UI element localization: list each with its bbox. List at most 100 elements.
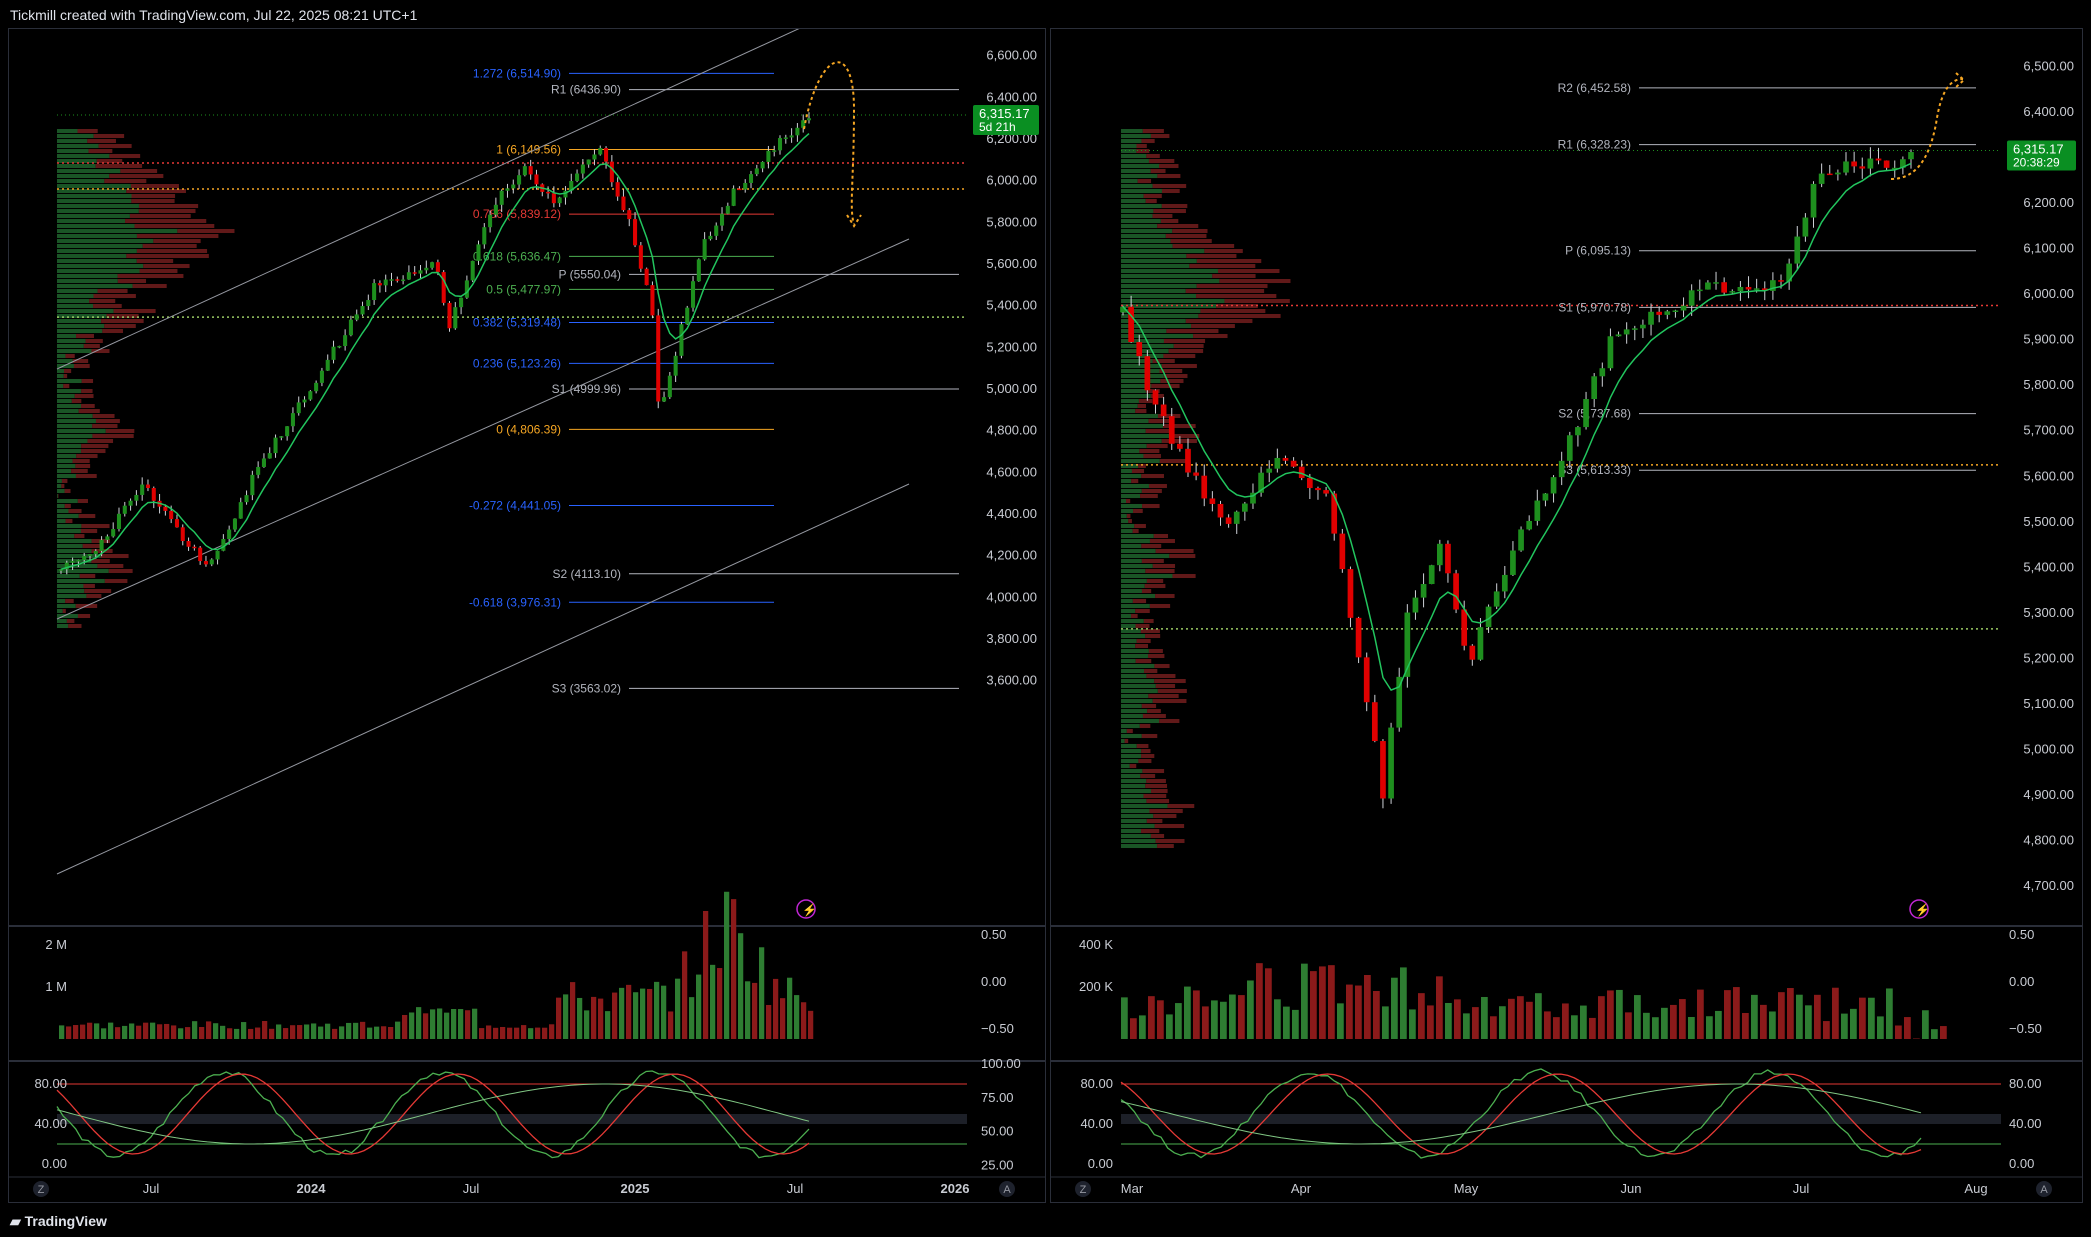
zoom-button[interactable] xyxy=(33,1181,49,1197)
volume-bar xyxy=(528,1028,534,1039)
volume-profile-bar-down xyxy=(1146,674,1176,678)
y-axis-tick-label: 5,600.00 xyxy=(2023,468,2074,483)
y-axis-tick-label: 6,000.00 xyxy=(2023,286,2074,301)
volume-bar xyxy=(563,994,569,1039)
volume-profile-bar-up xyxy=(57,289,98,293)
lightning-icon xyxy=(796,899,816,919)
volume-bar xyxy=(1571,1015,1578,1039)
volume-profile-bar-up xyxy=(1121,384,1152,388)
candle-body xyxy=(128,500,133,506)
volume-profile-bar-down xyxy=(1185,289,1265,293)
stoch-right-axis-label: 80.00 xyxy=(2009,1076,2042,1091)
volume-profile-bar-down xyxy=(1155,549,1194,553)
candle-body xyxy=(696,259,701,282)
volume-bar xyxy=(654,981,660,1039)
y-axis-tick-label: 5,700.00 xyxy=(2023,423,2074,438)
volume-profile-bar-down xyxy=(143,264,190,268)
left-chart-svg[interactable]: 6,600.006,400.006,200.006,000.005,800.00… xyxy=(9,29,1046,1203)
volume-bar xyxy=(682,951,688,1039)
volume-profile-bar-up xyxy=(1121,304,1217,308)
candle-body xyxy=(82,555,87,560)
volume-profile-bar-down xyxy=(1186,254,1237,258)
volume-profile-bar-down xyxy=(1137,404,1147,408)
volume-profile-bar-down xyxy=(1167,804,1195,808)
candle-body xyxy=(650,285,655,316)
candle-body xyxy=(1680,305,1687,311)
volume-bar xyxy=(1661,1007,1668,1039)
candle-body xyxy=(1558,460,1565,478)
volume-profile-bar-up xyxy=(1121,569,1146,573)
volume-profile-bar-up xyxy=(1121,239,1171,243)
volume-profile-bar-down xyxy=(113,309,156,313)
auto-scale-button[interactable] xyxy=(2036,1181,2052,1197)
volume-profile-bar-up xyxy=(57,269,140,273)
volume-profile-bar-up xyxy=(57,519,66,523)
volume-profile-bar-up xyxy=(1121,264,1190,268)
candle-body xyxy=(1656,311,1663,315)
volume-profile-bar-down xyxy=(1217,269,1280,273)
volume-profile-bar-up xyxy=(1121,339,1164,343)
volume-profile-bar-up xyxy=(1121,184,1153,188)
volume-bar xyxy=(1679,999,1686,1039)
volume-profile-bar-up xyxy=(57,464,76,468)
y-axis-tick-label: 5,500.00 xyxy=(2023,514,2074,529)
volume-profile-bar-down xyxy=(1152,564,1176,568)
volume-profile-bar-down xyxy=(1146,779,1166,783)
candle-body xyxy=(1729,291,1736,293)
volume-profile-bar-down xyxy=(75,474,97,478)
volume-profile-bar-up xyxy=(1121,499,1127,503)
stoch-slow-line xyxy=(1120,1083,1922,1145)
volume-bar xyxy=(591,996,597,1039)
volume-profile-bar-down xyxy=(93,134,125,138)
left-chart-panel[interactable]: 6,600.00 6,400.00 6,200.00 6,000.00 5,800.00… xyxy=(8,28,1046,1203)
volume-bar xyxy=(1886,988,1893,1039)
volume-bar xyxy=(500,1026,506,1039)
volume-profile-bar-up xyxy=(1121,514,1127,518)
volume-bar xyxy=(465,1010,471,1039)
volume-profile-bar-down xyxy=(1159,719,1180,723)
volume-profile-bar-up xyxy=(57,334,77,338)
volume-profile-bar-up xyxy=(1121,424,1164,428)
volume-profile-bar-up xyxy=(1121,219,1161,223)
volume-profile-bar-down xyxy=(1124,739,1129,743)
volume-profile-bar-down xyxy=(1135,409,1147,413)
volume-profile-bar-up xyxy=(1121,699,1153,703)
candle-body xyxy=(383,279,388,286)
volume-profile-bar-up xyxy=(57,129,78,133)
volume-profile-bar-down xyxy=(132,284,167,288)
right-chart-svg[interactable]: 6,500.006,400.006,300.006,200.006,100.00… xyxy=(1051,29,2083,1203)
volume-profile-bar-down xyxy=(1157,689,1187,693)
volume-profile-bar-up xyxy=(1121,594,1156,598)
right-chart-panel[interactable]: 6,500.006,400.006,300.006,200.006,100.00… xyxy=(1050,28,2083,1203)
volume-bar xyxy=(381,1026,387,1039)
volume-bar xyxy=(605,1011,611,1039)
volume-profile-bar-up xyxy=(57,154,110,158)
volume-bar xyxy=(542,1027,548,1039)
volume-profile-bar-up xyxy=(1121,229,1173,233)
volume-profile-bar-down xyxy=(1132,529,1139,533)
volume-profile-bar-down xyxy=(1161,364,1197,368)
candle-body xyxy=(754,168,759,175)
candle-body xyxy=(569,180,574,191)
volume-profile-bar-up xyxy=(57,499,78,503)
candle-body xyxy=(1510,550,1516,575)
auto-scale-button[interactable] xyxy=(999,1181,1015,1197)
candle-body xyxy=(1705,282,1711,290)
volume-profile-bar-up xyxy=(57,494,58,498)
volume-bar xyxy=(493,1027,499,1039)
zoom-button[interactable] xyxy=(1075,1181,1091,1197)
volume-profile-bar-up xyxy=(1121,159,1149,163)
volume-profile-bar-up xyxy=(1121,844,1158,848)
volume-bar xyxy=(1598,996,1605,1039)
candle-body xyxy=(360,306,365,315)
volume-profile-bar-up xyxy=(57,349,92,353)
volume-bar xyxy=(1391,977,1398,1039)
y-axis-tick-label: 3,800.00 xyxy=(986,631,1037,646)
volume-bar xyxy=(1805,1005,1812,1039)
tradingview-logo[interactable]: ▰ TradingView xyxy=(10,1213,107,1229)
volume-profile-bar-down xyxy=(136,259,174,263)
volume-profile-bar-down xyxy=(129,214,191,218)
volume-profile-bar-down xyxy=(177,229,235,233)
volume-profile-bar-up xyxy=(1121,754,1142,758)
volume-bar xyxy=(1157,1000,1164,1039)
